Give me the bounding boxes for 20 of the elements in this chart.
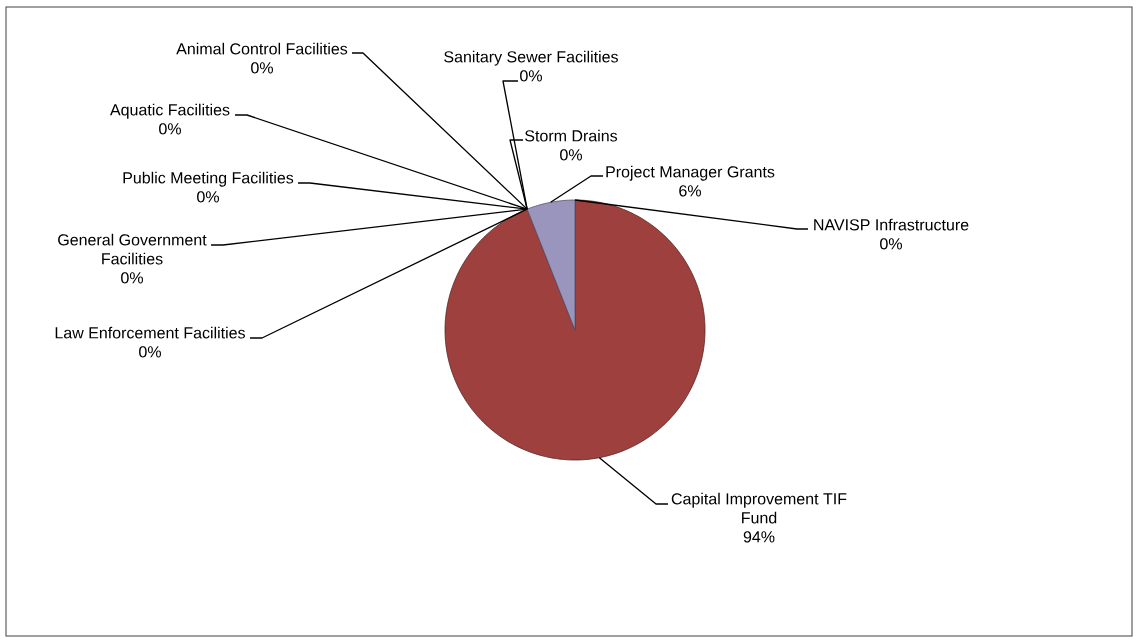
- category-label: Aquatic Facilities: [110, 103, 230, 119]
- category-label: Storm Drains: [525, 129, 618, 142]
- category-label: Law Enforcement Facilities: [55, 326, 245, 339]
- category-label: Public Meeting Facilities: [123, 171, 294, 187]
- category-label: General Government Facilities: [58, 233, 207, 265]
- text: 0%: [159, 123, 181, 135]
- category-label: Sanitary Sewer Facilities: [444, 50, 618, 66]
- category-label: Animal Control Facilities: [176, 42, 348, 55]
- text: 0%: [520, 70, 542, 82]
- slice-label: Project Manager Grants: [606, 165, 775, 181]
- slice-label: Capital Improvement TIF Fund: [671, 492, 847, 524]
- text: 0%: [560, 149, 582, 161]
- text: 0%: [880, 238, 902, 250]
- data-label: 94%: [743, 531, 775, 543]
- data-label: 6%: [679, 185, 701, 197]
- text: 0%: [121, 272, 143, 284]
- text: 0%: [251, 62, 273, 74]
- category-label: NAVISP Infrastructure: [814, 218, 969, 231]
- text: 0%: [197, 191, 219, 203]
- text: 0%: [139, 346, 161, 358]
